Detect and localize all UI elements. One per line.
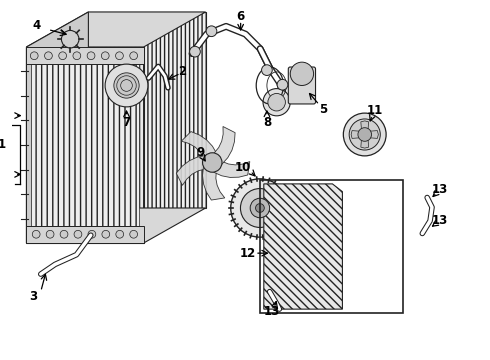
Circle shape [277, 79, 288, 90]
Text: 9: 9 [196, 146, 205, 159]
Text: 6: 6 [237, 10, 245, 23]
Text: 8: 8 [263, 116, 271, 129]
Circle shape [206, 26, 217, 37]
Text: 3: 3 [29, 290, 37, 303]
Polygon shape [26, 47, 144, 243]
Polygon shape [351, 131, 365, 138]
Text: 11: 11 [367, 104, 383, 117]
Polygon shape [365, 131, 378, 138]
Circle shape [30, 52, 38, 60]
Circle shape [241, 189, 279, 228]
Circle shape [116, 230, 123, 238]
Circle shape [268, 94, 285, 111]
Text: 10: 10 [234, 161, 250, 174]
Circle shape [60, 230, 68, 238]
Circle shape [32, 230, 40, 238]
FancyBboxPatch shape [288, 67, 316, 104]
Circle shape [46, 230, 54, 238]
Polygon shape [31, 64, 139, 225]
Circle shape [250, 198, 270, 218]
Text: 13: 13 [264, 305, 280, 318]
Text: 13: 13 [432, 214, 448, 227]
Polygon shape [26, 225, 144, 243]
Polygon shape [208, 158, 250, 177]
Circle shape [59, 52, 67, 60]
Circle shape [74, 230, 82, 238]
Circle shape [343, 113, 386, 156]
Circle shape [114, 73, 139, 98]
Polygon shape [209, 126, 235, 168]
Polygon shape [202, 159, 225, 200]
Circle shape [190, 46, 200, 57]
Circle shape [358, 128, 371, 141]
Polygon shape [26, 12, 206, 47]
Circle shape [61, 31, 79, 48]
Text: 12: 12 [240, 247, 256, 260]
Polygon shape [361, 135, 368, 148]
Circle shape [105, 64, 148, 107]
Polygon shape [26, 208, 206, 243]
Circle shape [263, 89, 290, 116]
Polygon shape [88, 12, 206, 208]
Circle shape [130, 230, 138, 238]
Polygon shape [26, 12, 88, 243]
Circle shape [45, 52, 52, 60]
Circle shape [87, 52, 95, 60]
Text: 2: 2 [178, 65, 187, 78]
Circle shape [88, 230, 96, 238]
Text: 1: 1 [0, 139, 6, 152]
Polygon shape [361, 121, 368, 135]
Circle shape [231, 179, 289, 237]
Circle shape [349, 119, 380, 150]
Circle shape [290, 62, 314, 85]
Circle shape [256, 204, 264, 212]
Circle shape [262, 65, 272, 76]
Text: 7: 7 [122, 116, 130, 129]
Circle shape [102, 230, 110, 238]
Circle shape [202, 153, 222, 172]
Polygon shape [264, 184, 343, 309]
Circle shape [130, 52, 138, 60]
Text: 4: 4 [32, 19, 40, 32]
Polygon shape [181, 131, 219, 164]
Polygon shape [26, 47, 144, 64]
Text: 13: 13 [432, 183, 448, 196]
Circle shape [101, 52, 109, 60]
Circle shape [116, 52, 123, 60]
Circle shape [73, 52, 81, 60]
Polygon shape [176, 156, 213, 185]
Text: 5: 5 [319, 103, 327, 116]
